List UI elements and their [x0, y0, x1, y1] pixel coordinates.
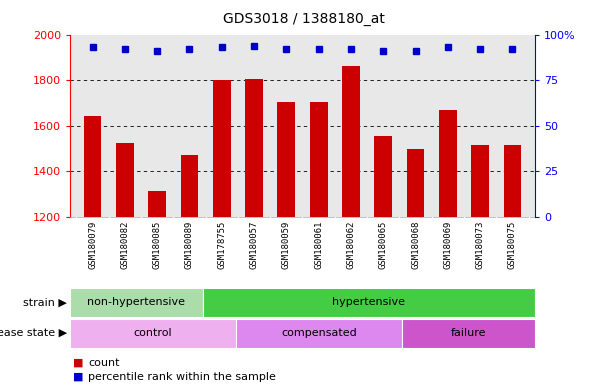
Text: count: count	[88, 358, 120, 368]
Text: compensated: compensated	[282, 328, 357, 338]
Bar	[309, 102, 328, 217]
Text: GSM180085: GSM180085	[153, 220, 162, 269]
Bar	[181, 156, 198, 217]
Text: GSM180061: GSM180061	[314, 220, 323, 269]
Text: GSM180065: GSM180065	[379, 220, 388, 269]
Bar	[213, 80, 230, 217]
Bar	[342, 66, 360, 217]
Text: GSM178755: GSM178755	[217, 220, 226, 269]
Text: strain ▶: strain ▶	[23, 297, 67, 308]
Text: ■: ■	[73, 358, 83, 368]
Text: GSM180057: GSM180057	[249, 220, 258, 269]
Text: GSM180062: GSM180062	[347, 220, 356, 269]
Bar	[402, 319, 535, 348]
Bar	[503, 145, 521, 217]
Bar	[407, 149, 424, 217]
Text: GSM180068: GSM180068	[411, 220, 420, 269]
Bar	[236, 319, 402, 348]
Text: control: control	[134, 328, 172, 338]
Bar	[245, 79, 263, 217]
Text: failure: failure	[451, 328, 486, 338]
Text: ■: ■	[73, 372, 83, 382]
Bar	[203, 288, 535, 317]
Bar	[116, 143, 134, 217]
Text: GSM180075: GSM180075	[508, 220, 517, 269]
Bar	[84, 116, 102, 217]
Bar	[439, 110, 457, 217]
Bar	[70, 288, 203, 317]
Text: GSM180089: GSM180089	[185, 220, 194, 269]
Text: GSM180069: GSM180069	[443, 220, 452, 269]
Bar	[471, 145, 489, 217]
Bar	[70, 319, 236, 348]
Text: percentile rank within the sample: percentile rank within the sample	[88, 372, 276, 382]
Text: GSM180082: GSM180082	[120, 220, 130, 269]
Text: non-hypertensive: non-hypertensive	[88, 297, 185, 308]
Text: hypertensive: hypertensive	[333, 297, 406, 308]
Text: GSM180073: GSM180073	[475, 220, 485, 269]
Bar	[277, 102, 295, 217]
Text: GSM180059: GSM180059	[282, 220, 291, 269]
Text: disease state ▶: disease state ▶	[0, 328, 67, 338]
Bar	[148, 191, 166, 217]
Text: GDS3018 / 1388180_at: GDS3018 / 1388180_at	[223, 12, 385, 25]
Bar	[375, 136, 392, 217]
Text: GSM180079: GSM180079	[88, 220, 97, 269]
